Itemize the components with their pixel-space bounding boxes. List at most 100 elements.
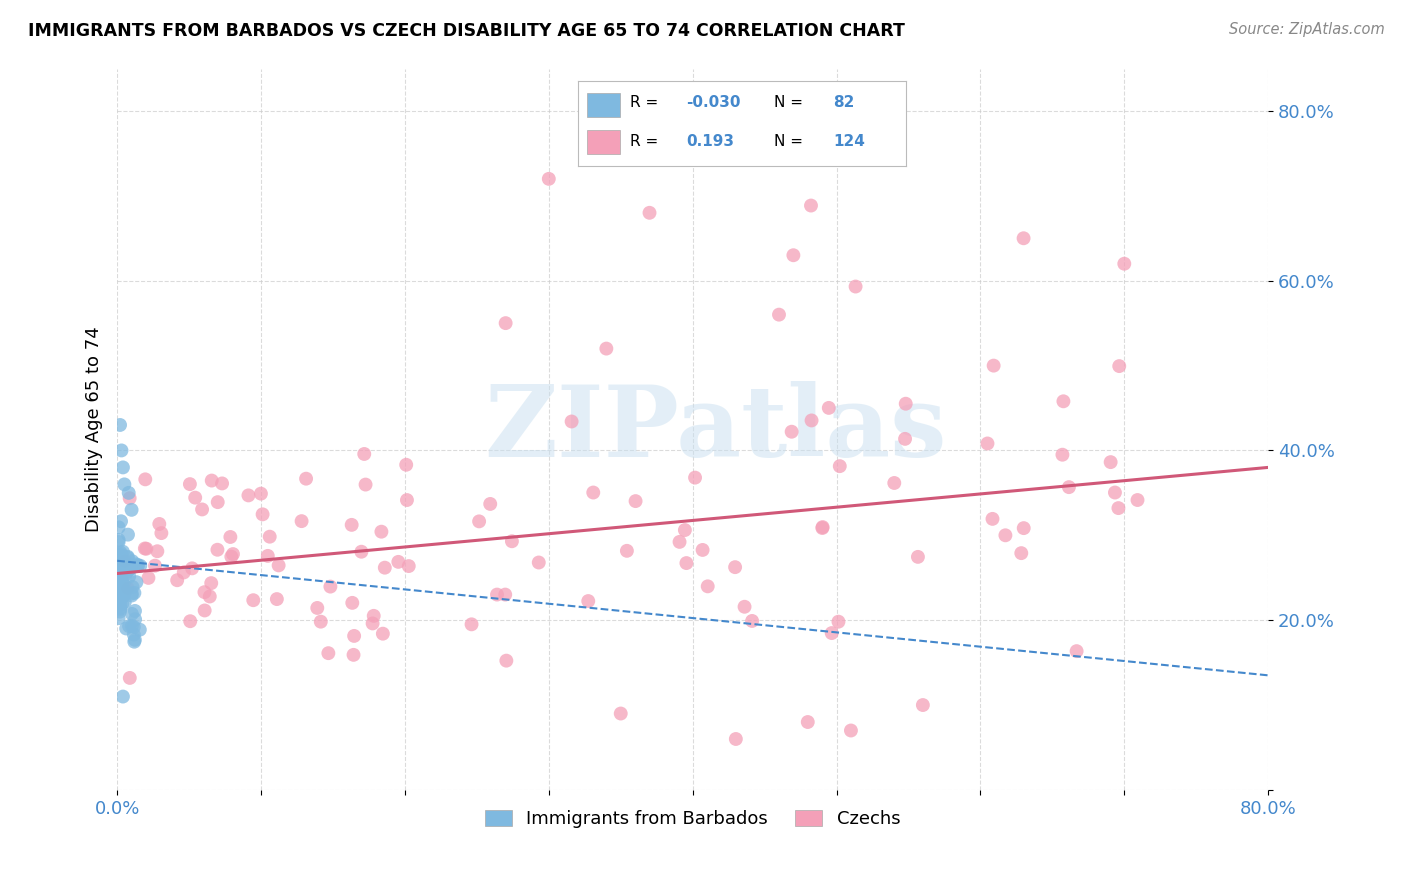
Point	[1057, 480, 1080, 494]
Point	[166, 573, 188, 587]
Point	[198, 590, 221, 604]
Point	[1010, 546, 1032, 560]
Point	[201, 474, 224, 488]
Point	[107, 571, 129, 585]
Point	[319, 580, 342, 594]
Point	[894, 397, 917, 411]
Point	[724, 731, 747, 746]
Point	[108, 578, 131, 592]
Point	[150, 526, 173, 541]
Point	[115, 622, 138, 636]
Text: ZIPatlas: ZIPatlas	[485, 381, 948, 478]
Point	[179, 477, 201, 491]
Point	[675, 556, 697, 570]
Point	[124, 612, 146, 626]
Point	[207, 495, 229, 509]
Point	[907, 549, 929, 564]
Point	[340, 517, 363, 532]
Point	[291, 514, 314, 528]
Point	[211, 476, 233, 491]
Point	[561, 415, 583, 429]
Point	[638, 206, 661, 220]
Point	[495, 316, 517, 330]
Point	[112, 578, 135, 592]
Point	[668, 534, 690, 549]
Point	[114, 582, 136, 597]
Point	[107, 569, 129, 583]
Point	[110, 514, 132, 528]
Point	[780, 425, 803, 439]
Point	[108, 417, 131, 432]
Point	[108, 602, 131, 616]
Point	[118, 569, 141, 583]
Point	[250, 486, 273, 500]
Point	[219, 530, 242, 544]
Point	[609, 706, 631, 721]
Point	[1126, 493, 1149, 508]
Point	[398, 559, 420, 574]
Point	[121, 619, 143, 633]
Point	[494, 588, 516, 602]
Point	[146, 544, 169, 558]
Point	[811, 521, 834, 535]
Point	[121, 580, 143, 594]
Point	[828, 459, 851, 474]
Point	[193, 585, 215, 599]
Point	[782, 248, 804, 262]
Point	[734, 599, 756, 614]
Point	[124, 586, 146, 600]
Point	[111, 574, 134, 589]
Point	[797, 714, 820, 729]
Point	[768, 308, 790, 322]
Point	[118, 560, 141, 574]
Point	[741, 614, 763, 628]
Point	[124, 634, 146, 648]
Point	[983, 359, 1005, 373]
Y-axis label: Disability Age 65 to 74: Disability Age 65 to 74	[86, 326, 103, 533]
Point	[1012, 521, 1035, 535]
Point	[121, 560, 143, 574]
Point	[117, 582, 139, 596]
Point	[111, 690, 134, 704]
Point	[114, 560, 136, 574]
Point	[110, 585, 132, 599]
Point	[107, 611, 129, 625]
Text: Source: ZipAtlas.com: Source: ZipAtlas.com	[1229, 22, 1385, 37]
Point	[108, 566, 131, 581]
Point	[616, 544, 638, 558]
Point	[724, 560, 747, 574]
Point	[129, 558, 152, 573]
Point	[112, 587, 135, 601]
Point	[110, 548, 132, 562]
Point	[118, 671, 141, 685]
Point	[537, 172, 560, 186]
Point	[318, 646, 340, 660]
Point	[1104, 485, 1126, 500]
Point	[134, 541, 156, 556]
Point	[191, 502, 214, 516]
Point	[343, 629, 366, 643]
Point	[107, 584, 129, 599]
Point	[307, 601, 329, 615]
Point	[817, 401, 839, 415]
Point	[821, 626, 844, 640]
Point	[800, 413, 823, 427]
Point	[839, 723, 862, 738]
Point	[374, 560, 396, 574]
Point	[135, 541, 157, 556]
Point	[495, 654, 517, 668]
Point	[111, 557, 134, 571]
Point	[976, 436, 998, 450]
Point	[387, 555, 409, 569]
Point	[112, 588, 135, 602]
Point	[111, 590, 134, 604]
Point	[143, 558, 166, 573]
Point	[111, 597, 134, 611]
Point	[576, 594, 599, 608]
Point	[108, 605, 131, 619]
Point	[108, 562, 131, 576]
Point	[121, 586, 143, 600]
Point	[124, 559, 146, 574]
Point	[117, 527, 139, 541]
Point	[118, 562, 141, 576]
